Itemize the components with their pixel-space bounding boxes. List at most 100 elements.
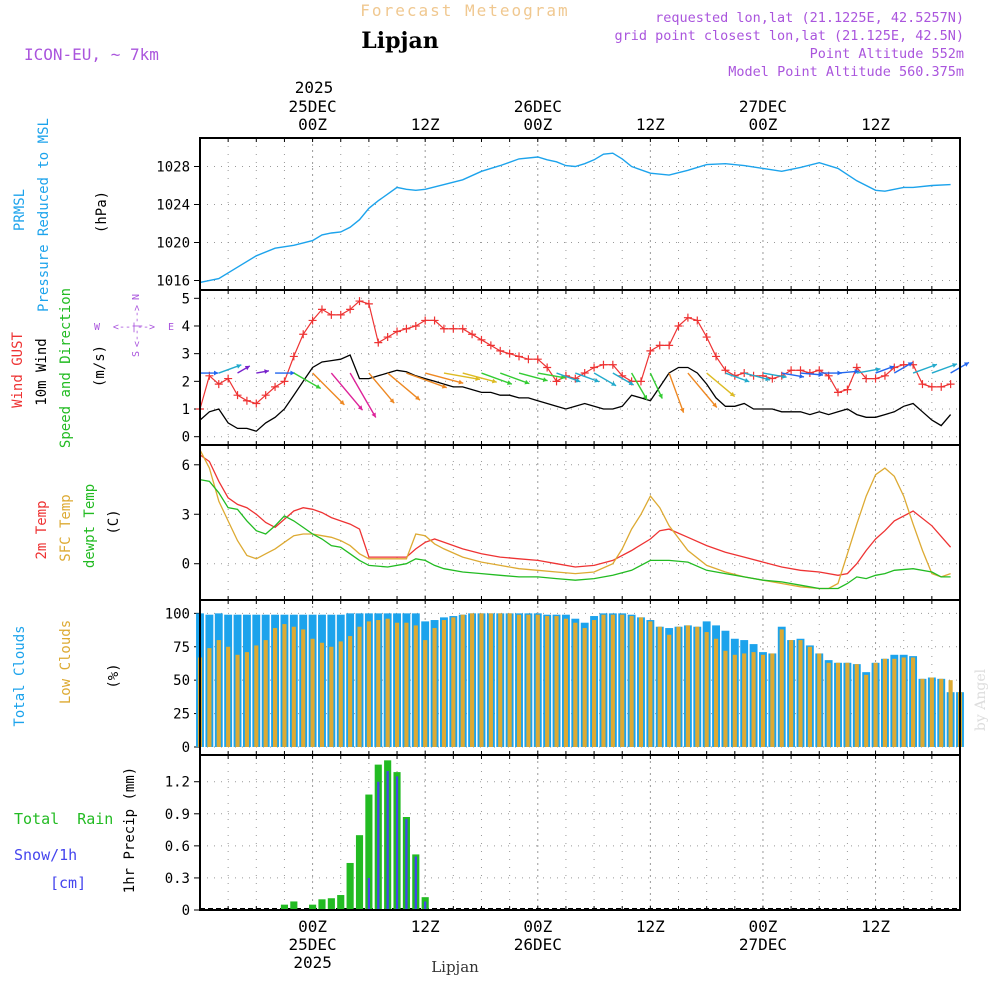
low-cloud-bar [826, 662, 831, 747]
wind-arrow-shaft [649, 372, 663, 399]
low-cloud-bar [516, 614, 522, 747]
wind-panel-labels: Wind GUST 10m Wind Speed and Direction (… [10, 288, 174, 448]
bottom-location: Lipjan [431, 958, 479, 976]
gust-marker [683, 313, 692, 322]
pressure-unit: (hPa) [94, 191, 110, 233]
low-cloud-bar [207, 648, 212, 747]
y-tick-label: 1 [182, 402, 190, 418]
gust-marker [843, 385, 852, 394]
wind-arrow-head [799, 373, 804, 379]
gust-marker [308, 316, 317, 325]
panel-bg [200, 755, 960, 910]
low-cloud-bar [732, 654, 737, 747]
precip-rain-label: Total Rain [14, 810, 113, 828]
low-cloud-bar [779, 629, 784, 747]
wind-arrow-head [506, 380, 512, 385]
low-cloud-bar [789, 640, 794, 747]
wind-label-2: 10m Wind [34, 338, 50, 405]
low-cloud-bar [667, 634, 672, 747]
precip-unit: 1hr Precip (mm) [122, 767, 138, 893]
temp-label-1: 2m Temp [34, 500, 50, 559]
gust-marker [496, 346, 505, 355]
gust-marker [439, 324, 448, 333]
wind-arrow [556, 372, 581, 383]
low-cloud-bar [535, 614, 540, 747]
low-cloud-bar [282, 624, 287, 747]
panel-bg [200, 138, 960, 290]
bottom-tick-label: 12Z [636, 917, 665, 936]
y-tick-label: 25 [173, 707, 190, 723]
wind-unit: (m/s) [92, 345, 108, 387]
pressure-label-1: PRMSL [12, 189, 28, 231]
wind-arrow [575, 372, 600, 383]
gust-marker [515, 352, 524, 361]
low-cloud-bar [620, 614, 625, 747]
low-cloud-bar [366, 621, 371, 747]
gust-marker [486, 341, 495, 350]
low-cloud-bar [760, 654, 766, 747]
wind-arrow [406, 372, 447, 389]
low-cloud-bar [441, 620, 447, 747]
gust-marker [346, 305, 355, 314]
gust-marker [252, 399, 261, 408]
wind-arrow-head [765, 376, 771, 382]
wind-arrow-head [214, 370, 219, 376]
gust-marker [411, 321, 420, 330]
panel-1: 0 1 2 3 4 5 [182, 290, 970, 446]
gridpoint-coords: grid point closest lon,lat (21.125E, 42.… [615, 28, 965, 44]
panel-bg [200, 445, 960, 600]
gust-marker [702, 333, 711, 342]
wind-arrow [744, 372, 771, 382]
wind-arrow [893, 361, 914, 374]
wind-arrow-shaft [706, 372, 736, 398]
gust-marker [355, 297, 364, 306]
top-tick-label: 25DEC [289, 97, 337, 116]
compass-n: N [131, 294, 142, 300]
gust-marker [299, 330, 308, 339]
wind-arrow [443, 372, 481, 381]
temp-2m-line [199, 454, 952, 576]
temp-dewpt-line [199, 478, 951, 590]
wind-arrow-head [963, 362, 969, 367]
wind-arrow-shaft [687, 372, 718, 408]
low-cloud-bar [498, 613, 503, 747]
gust-marker [271, 382, 280, 391]
wind-arrow-head [475, 376, 480, 381]
low-cloud-bar [357, 626, 362, 747]
gust-marker [374, 338, 383, 347]
wind-arrow-shaft [349, 372, 377, 418]
gust-marker [289, 352, 298, 361]
wind-arrow [837, 369, 860, 374]
snow-bar [405, 819, 408, 910]
gust-marker [505, 349, 514, 358]
gust-marker [721, 366, 730, 375]
wind-arrow-head [389, 398, 395, 404]
temp-sfc-line [199, 449, 951, 590]
cloud-panel-labels: Total Clouds Low Clouds (%) [12, 620, 122, 727]
low-cloud-bar [272, 628, 278, 747]
low-cloud-bar [526, 614, 531, 747]
gust-marker [862, 374, 871, 383]
gust-marker [233, 391, 242, 400]
gust-marker [665, 341, 674, 350]
top-tick-label: 27DEC [739, 97, 787, 116]
gust-marker [674, 321, 683, 330]
gust-marker [280, 377, 289, 386]
wind-arrow [518, 372, 548, 382]
wind-arrow-head [357, 405, 363, 411]
wind-arrow [762, 372, 787, 379]
gust-marker [946, 380, 955, 389]
rain-bar [365, 794, 373, 910]
y-tick-label: 1016 [156, 274, 190, 290]
wind-arrow-head [907, 362, 913, 367]
bottom-tick-label: 12Z [861, 917, 890, 936]
gust-marker [458, 324, 467, 333]
wind-arrow-head [491, 378, 497, 384]
low-cloud-bar [854, 664, 859, 747]
wind-arrow [912, 363, 938, 374]
forecast-title: Forecast Meteogram [360, 1, 569, 20]
wind-arrow-shaft [744, 372, 771, 381]
top-tick-label: 00Z [298, 115, 327, 134]
low-cloud-bar [385, 618, 390, 747]
